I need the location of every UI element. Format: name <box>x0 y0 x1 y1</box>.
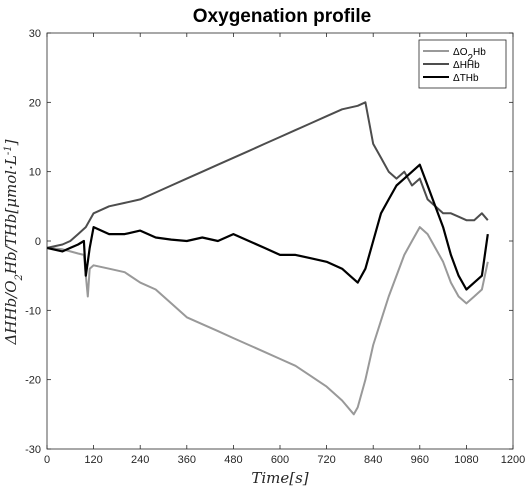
axes-layer: 0 120 240 360 480 600 720 840 960 1080 1200 -30 -20 -… <box>25 28 525 466</box>
chart-title: Oxygenation profile <box>193 6 371 27</box>
y-tick-label: -10 <box>25 305 41 317</box>
series-line-1 <box>46 101 489 249</box>
x-tick-label: 120 <box>84 454 102 466</box>
x-axis-label: Time[s] <box>251 469 308 487</box>
y-tick-label: 30 <box>29 28 41 40</box>
y-tick-label: -30 <box>25 444 41 456</box>
x-tick-label: 1080 <box>454 454 478 466</box>
series-line-0 <box>46 226 489 416</box>
y-tick-label: 10 <box>29 167 41 179</box>
x-tick-label: 600 <box>271 454 289 466</box>
x-tick-label: 720 <box>317 454 335 466</box>
x-tick-label: 360 <box>178 454 196 466</box>
y-tick-label: 0 <box>35 236 41 248</box>
legend-entry-label: ΔHHb <box>453 60 480 71</box>
x-tick-label: 1200 <box>501 454 525 466</box>
series-layer <box>46 101 489 416</box>
x-tick-label: 960 <box>411 454 429 466</box>
x-tick-label: 0 <box>44 454 50 466</box>
x-tick-label: 240 <box>131 454 149 466</box>
series-line-2 <box>46 163 489 291</box>
legend-entry-label: ΔTHb <box>453 73 479 84</box>
y-axis-label: ΔHHb/O2Hb/THb[μmol·L-1] <box>2 139 25 345</box>
x-tick-label: 840 <box>364 454 382 466</box>
x-tick-label: 480 <box>224 454 242 466</box>
y-tick-label: 20 <box>29 97 41 109</box>
y-tick-label: -20 <box>25 375 41 387</box>
